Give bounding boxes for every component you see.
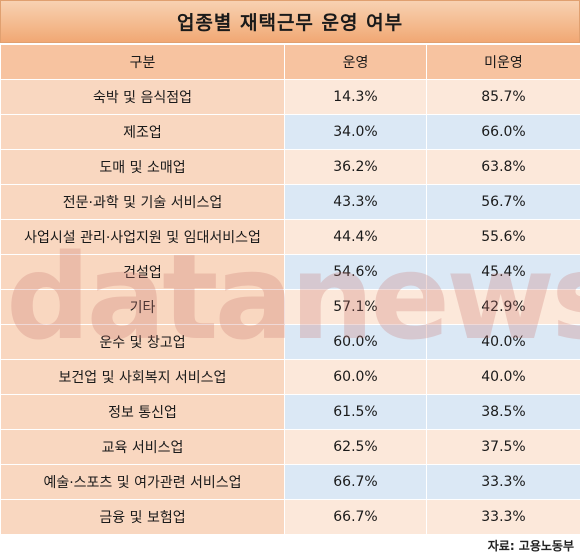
row-not-operating-cell: 85.7% [426, 79, 580, 115]
row-category-cell: 건설업 [0, 254, 285, 290]
table-row: 금융 및 보험업 66.7% 33.3% [0, 499, 580, 535]
table-body: 숙박 및 음식점업 14.3% 85.7% 제조업 34.0% 66.0% 도매 및 소매업… [0, 79, 580, 535]
row-operating-cell: 60.0% [284, 324, 427, 360]
row-operating-cell: 34.0% [284, 114, 427, 150]
row-category-cell: 보건업 및 사회복지 서비스업 [0, 359, 285, 395]
row-not-operating-cell: 33.3% [426, 499, 580, 535]
table-row: 제조업 34.0% 66.0% [0, 114, 580, 150]
header-category: 구분 [0, 44, 285, 80]
row-operating-cell: 43.3% [284, 184, 427, 220]
row-category-cell: 예술·스포츠 및 여가관련 서비스업 [0, 464, 285, 500]
row-operating-cell: 62.5% [284, 429, 427, 465]
header-operating: 운영 [284, 44, 427, 80]
table-row: 건설업 54.6% 45.4% [0, 254, 580, 290]
row-not-operating-cell: 42.9% [426, 289, 580, 325]
row-category-cell: 기타 [0, 289, 285, 325]
chart-title: 업종별 재택근무 운영 여부 [0, 0, 580, 43]
table-row: 예술·스포츠 및 여가관련 서비스업 66.7% 33.3% [0, 464, 580, 500]
table-row: 사업시설 관리·사업지원 및 임대서비스업 44.4% 55.6% [0, 219, 580, 255]
table-row: 기타 57.1% 42.9% [0, 289, 580, 325]
row-not-operating-cell: 37.5% [426, 429, 580, 465]
row-operating-cell: 57.1% [284, 289, 427, 325]
header-not-operating: 미운영 [426, 44, 580, 80]
row-not-operating-cell: 40.0% [426, 359, 580, 395]
table-row: 전문·과학 및 기술 서비스업 43.3% 56.7% [0, 184, 580, 220]
row-operating-cell: 36.2% [284, 149, 427, 185]
row-category-cell: 교육 서비스업 [0, 429, 285, 465]
table-row: 도매 및 소매업 36.2% 63.8% [0, 149, 580, 185]
row-category-cell: 전문·과학 및 기술 서비스업 [0, 184, 285, 220]
row-not-operating-cell: 56.7% [426, 184, 580, 220]
table-header-row: 구분 운영 미운영 [0, 44, 580, 80]
row-category-cell: 제조업 [0, 114, 285, 150]
row-operating-cell: 66.7% [284, 499, 427, 535]
row-operating-cell: 66.7% [284, 464, 427, 500]
row-operating-cell: 61.5% [284, 394, 427, 430]
row-category-cell: 금융 및 보험업 [0, 499, 285, 535]
row-not-operating-cell: 38.5% [426, 394, 580, 430]
row-category-cell: 운수 및 창고업 [0, 324, 285, 360]
table-row: 숙박 및 음식점업 14.3% 85.7% [0, 79, 580, 115]
row-not-operating-cell: 66.0% [426, 114, 580, 150]
table-row: 운수 및 창고업 60.0% 40.0% [0, 324, 580, 360]
row-not-operating-cell: 45.4% [426, 254, 580, 290]
row-operating-cell: 14.3% [284, 79, 427, 115]
row-operating-cell: 54.6% [284, 254, 427, 290]
source-note: 자료: 고용노동부 [487, 539, 574, 553]
row-operating-cell: 44.4% [284, 219, 427, 255]
row-operating-cell: 60.0% [284, 359, 427, 395]
row-not-operating-cell: 55.6% [426, 219, 580, 255]
data-table: 구분 운영 미운영 숙박 및 음식점업 14.3% 85.7% 제조업 34.0% 66.… [0, 44, 580, 535]
row-not-operating-cell: 40.0% [426, 324, 580, 360]
table-row: 보건업 및 사회복지 서비스업 60.0% 40.0% [0, 359, 580, 395]
row-category-cell: 도매 및 소매업 [0, 149, 285, 185]
row-category-cell: 숙박 및 음식점업 [0, 79, 285, 115]
table-row: 정보 통신업 61.5% 38.5% [0, 394, 580, 430]
table-row: 교육 서비스업 62.5% 37.5% [0, 429, 580, 465]
row-category-cell: 정보 통신업 [0, 394, 285, 430]
row-category-cell: 사업시설 관리·사업지원 및 임대서비스업 [0, 219, 285, 255]
row-not-operating-cell: 63.8% [426, 149, 580, 185]
data-table-container: 구분 운영 미운영 숙박 및 음식점업 14.3% 85.7% 제조업 34.0% 66.… [0, 44, 580, 535]
row-not-operating-cell: 33.3% [426, 464, 580, 500]
